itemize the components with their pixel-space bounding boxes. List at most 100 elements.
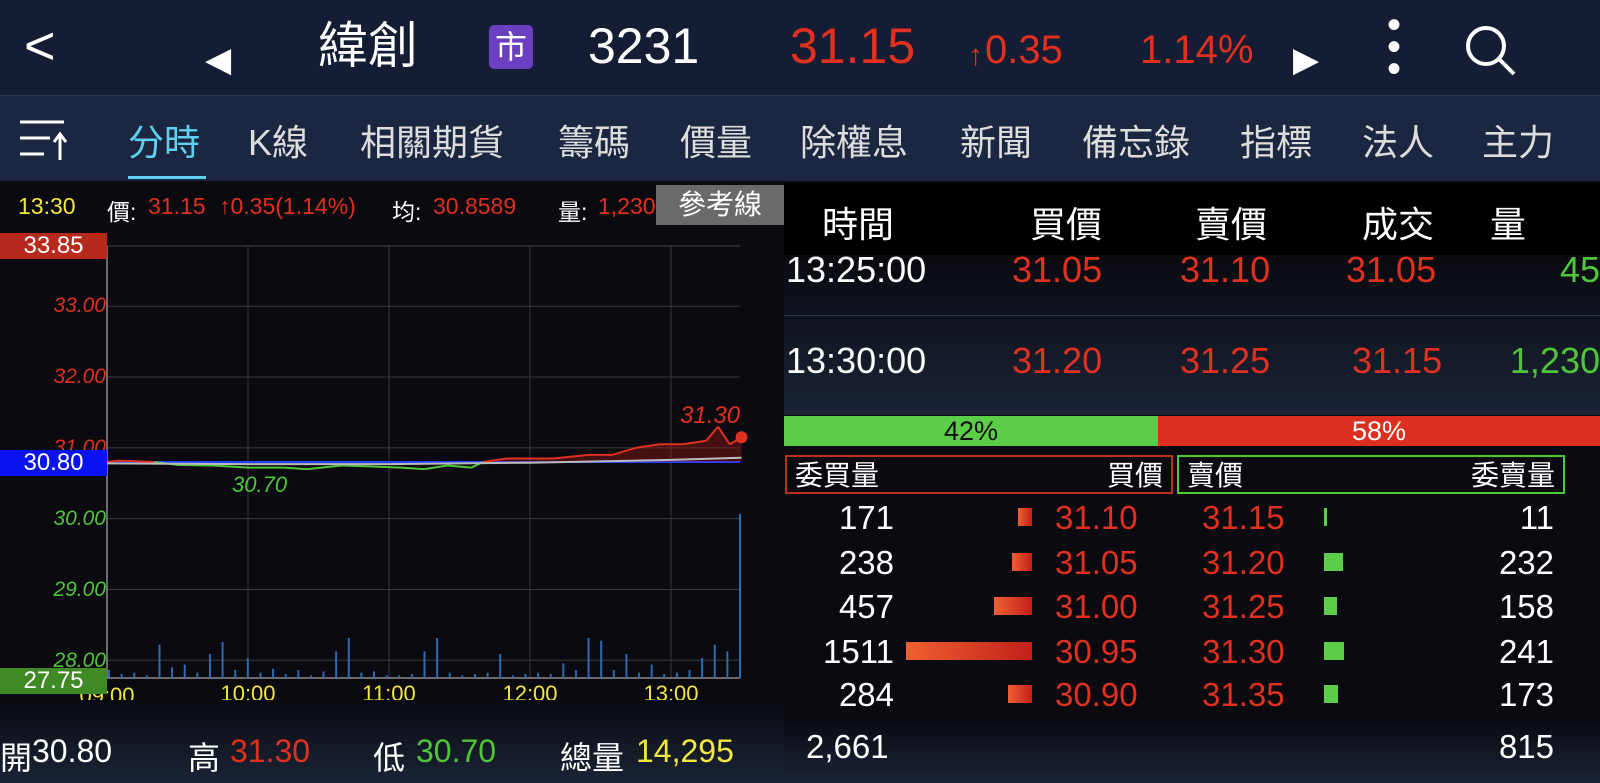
ask-price: 31.20 xyxy=(1202,544,1285,581)
bid-qty: 457 xyxy=(838,588,894,625)
bid-qty: 284 xyxy=(838,676,894,713)
ask-qty-bar xyxy=(1324,642,1344,660)
stock-code: 3231 xyxy=(588,18,700,74)
ask-qty-bar xyxy=(1324,553,1344,571)
price-line-segment xyxy=(341,464,366,468)
stock-name: 緯創 xyxy=(318,18,418,74)
high-annotation: 31.30 xyxy=(680,402,741,429)
ask-price: 31.35 xyxy=(1202,676,1285,713)
bid-price: 31.00 xyxy=(1055,588,1138,625)
price-line-segment xyxy=(283,466,307,471)
change: 0.35 xyxy=(985,28,1063,72)
ytick-29: 29.00 xyxy=(53,578,106,601)
high-value: 31.30 xyxy=(230,733,311,769)
bid-header: 委買量 買價 xyxy=(785,455,1173,494)
th-time: 時間 xyxy=(822,204,895,245)
bid-price: 31.05 xyxy=(1055,544,1138,581)
ask-qty: 241 xyxy=(1498,633,1554,670)
summary-bar xyxy=(0,700,784,783)
next-stock-button[interactable]: ▶ xyxy=(1293,41,1320,79)
th-deal: 成交 xyxy=(1362,204,1435,245)
price-line-segment xyxy=(482,457,507,463)
info-change: ↑0.35(1.14%) xyxy=(219,193,356,219)
bid-qty-bar xyxy=(993,597,1032,615)
sort-up-icon[interactable] xyxy=(18,116,70,167)
price-area xyxy=(107,426,742,462)
last-price: 31.15 xyxy=(790,18,916,74)
last-price-dot xyxy=(735,431,748,444)
tick-row: 13:25:00 31.05 31.10 31.05 45 xyxy=(784,255,1600,295)
bid-qty-bar xyxy=(1017,508,1032,526)
tab-memo[interactable]: 備忘錄 xyxy=(1082,122,1191,163)
tab-main-force[interactable]: 主力 xyxy=(1482,122,1555,163)
tab-chips[interactable]: 籌碼 xyxy=(558,122,631,163)
price-line-segment xyxy=(118,459,155,463)
active-tab-indicator xyxy=(128,176,206,179)
price-line-segment xyxy=(106,459,119,463)
tab-dividend[interactable]: 除權息 xyxy=(800,122,909,163)
more-icon[interactable]: • • • xyxy=(1386,3,1401,91)
search-icon[interactable] xyxy=(1462,22,1518,93)
bid-qty: 238 xyxy=(838,544,894,581)
price-line-segment xyxy=(424,464,448,471)
ticks-panel xyxy=(784,255,1600,415)
prev-stock-button[interactable]: ◀ xyxy=(205,41,232,79)
ask-qty: 11 xyxy=(1519,499,1554,536)
ask-price: 31.15 xyxy=(1202,499,1285,536)
price-line-segment xyxy=(717,426,731,445)
tab-intraday[interactable]: 分時 xyxy=(128,122,201,163)
ask-qty-bar xyxy=(1324,508,1327,526)
ask-qty-header: 委賣量 xyxy=(1470,460,1555,491)
ytick-30: 30.00 xyxy=(53,507,106,530)
price-line-segment xyxy=(682,439,707,446)
info-price-label: 價: xyxy=(107,199,137,225)
low-annotation: 30.70 xyxy=(232,472,288,497)
ytick-28: 28.00 xyxy=(53,649,106,672)
ymin-label: 27.75 xyxy=(0,668,107,694)
info-time: 13:30 xyxy=(18,193,76,219)
info-vol-label: 量: xyxy=(558,199,588,225)
bid-price: 31.10 xyxy=(1055,499,1138,536)
tab-institutional[interactable]: 法人 xyxy=(1362,122,1435,163)
th-ask: 賣價 xyxy=(1195,204,1268,245)
back-button[interactable]: < xyxy=(24,16,56,76)
ask-price: 31.25 xyxy=(1202,588,1285,625)
bid-price: 30.90 xyxy=(1055,676,1138,713)
tab-price-volume[interactable]: 價量 xyxy=(680,122,753,163)
price-line-segment xyxy=(177,463,213,467)
price-line-segment xyxy=(365,465,401,469)
ask-price: 31.30 xyxy=(1202,633,1285,670)
title-bar: < ◀ 緯創 市 3231 31.15 ↑ 0.35 1.14% ▶ • • • xyxy=(0,0,1600,95)
total-label: 總量 xyxy=(560,740,625,776)
sell-ratio-bar: 58% xyxy=(1158,416,1600,446)
info-avg-label: 均: xyxy=(392,199,422,225)
price-line-segment xyxy=(705,425,719,442)
ytick-32: 32.00 xyxy=(53,365,106,388)
bid-total: 2,661 xyxy=(806,728,889,765)
info-avg: 30.8589 xyxy=(433,193,517,219)
ask-qty-bar xyxy=(1324,685,1339,703)
ask-total: 815 xyxy=(1498,728,1554,765)
tick-vol: 1,230 xyxy=(1509,340,1600,381)
bid-qty-bar xyxy=(1012,553,1032,571)
buy-ratio-bar: 42% xyxy=(784,416,1158,446)
price-line-segment xyxy=(447,464,472,469)
bid-qty-header: 委買量 xyxy=(795,460,880,491)
tab-indicator[interactable]: 指標 xyxy=(1240,122,1313,163)
ask-header: 賣價 委賣量 xyxy=(1177,455,1565,494)
price-line-segment xyxy=(212,464,249,469)
tab-news[interactable]: 新聞 xyxy=(960,122,1033,163)
reference-line-button[interactable]: 參考線 xyxy=(656,185,784,225)
tab-kline[interactable]: K線 xyxy=(248,122,309,163)
ask-qty-bar xyxy=(1324,597,1338,615)
bid-qty-bar xyxy=(1008,685,1032,703)
price-line-segment xyxy=(611,446,637,456)
change-arrow: ↑ xyxy=(968,39,983,72)
price-line-segment xyxy=(635,443,660,449)
tab-futures[interactable]: 相關期貨 xyxy=(360,122,505,163)
info-vol: 1,230 xyxy=(598,193,656,219)
info-price: 31.15 xyxy=(148,193,206,219)
intraday-chart xyxy=(106,245,748,679)
change-pct: 1.14% xyxy=(1140,28,1254,72)
tick-bid: 31.05 xyxy=(1012,255,1103,290)
